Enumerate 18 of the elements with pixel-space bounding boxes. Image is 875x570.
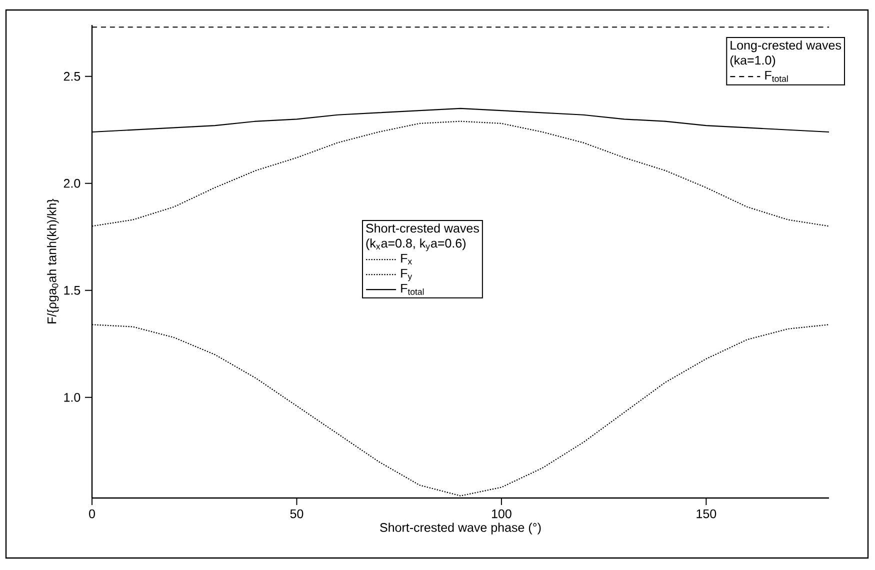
annotation: Short-crested waves <box>366 223 479 233</box>
annotation: (k$_{x}$a=0.8, k$_{y}$a=0.6) <box>366 238 466 252</box>
y-tick-label: 2.5 <box>64 72 80 81</box>
y-axis-title: F/{ρga$_{0}$ah tanh(kh)/kh} <box>47 198 59 324</box>
x-tick-label: 150 <box>696 509 716 518</box>
legend-label: F$_{x}$ <box>401 254 412 264</box>
legend-label: F$_{y}$ <box>401 268 412 282</box>
annotation: (ka=1.0) <box>730 55 776 68</box>
annotation: Long-crested waves <box>730 40 842 52</box>
y-tick-label: 2.0 <box>64 178 80 188</box>
y-tick-label: 1.0 <box>64 392 80 402</box>
legend-label: F$_{total}$ <box>765 70 788 82</box>
x-tick-label: 50 <box>290 509 304 518</box>
x-tick-label: 0 <box>89 509 95 518</box>
legend-label: F$_{total}$ <box>401 284 424 295</box>
x-axis-title: Short-crested wave phase (°) <box>380 522 541 534</box>
x-tick-label: 100 <box>492 509 512 518</box>
y-tick-label: 1.5 <box>64 286 80 295</box>
